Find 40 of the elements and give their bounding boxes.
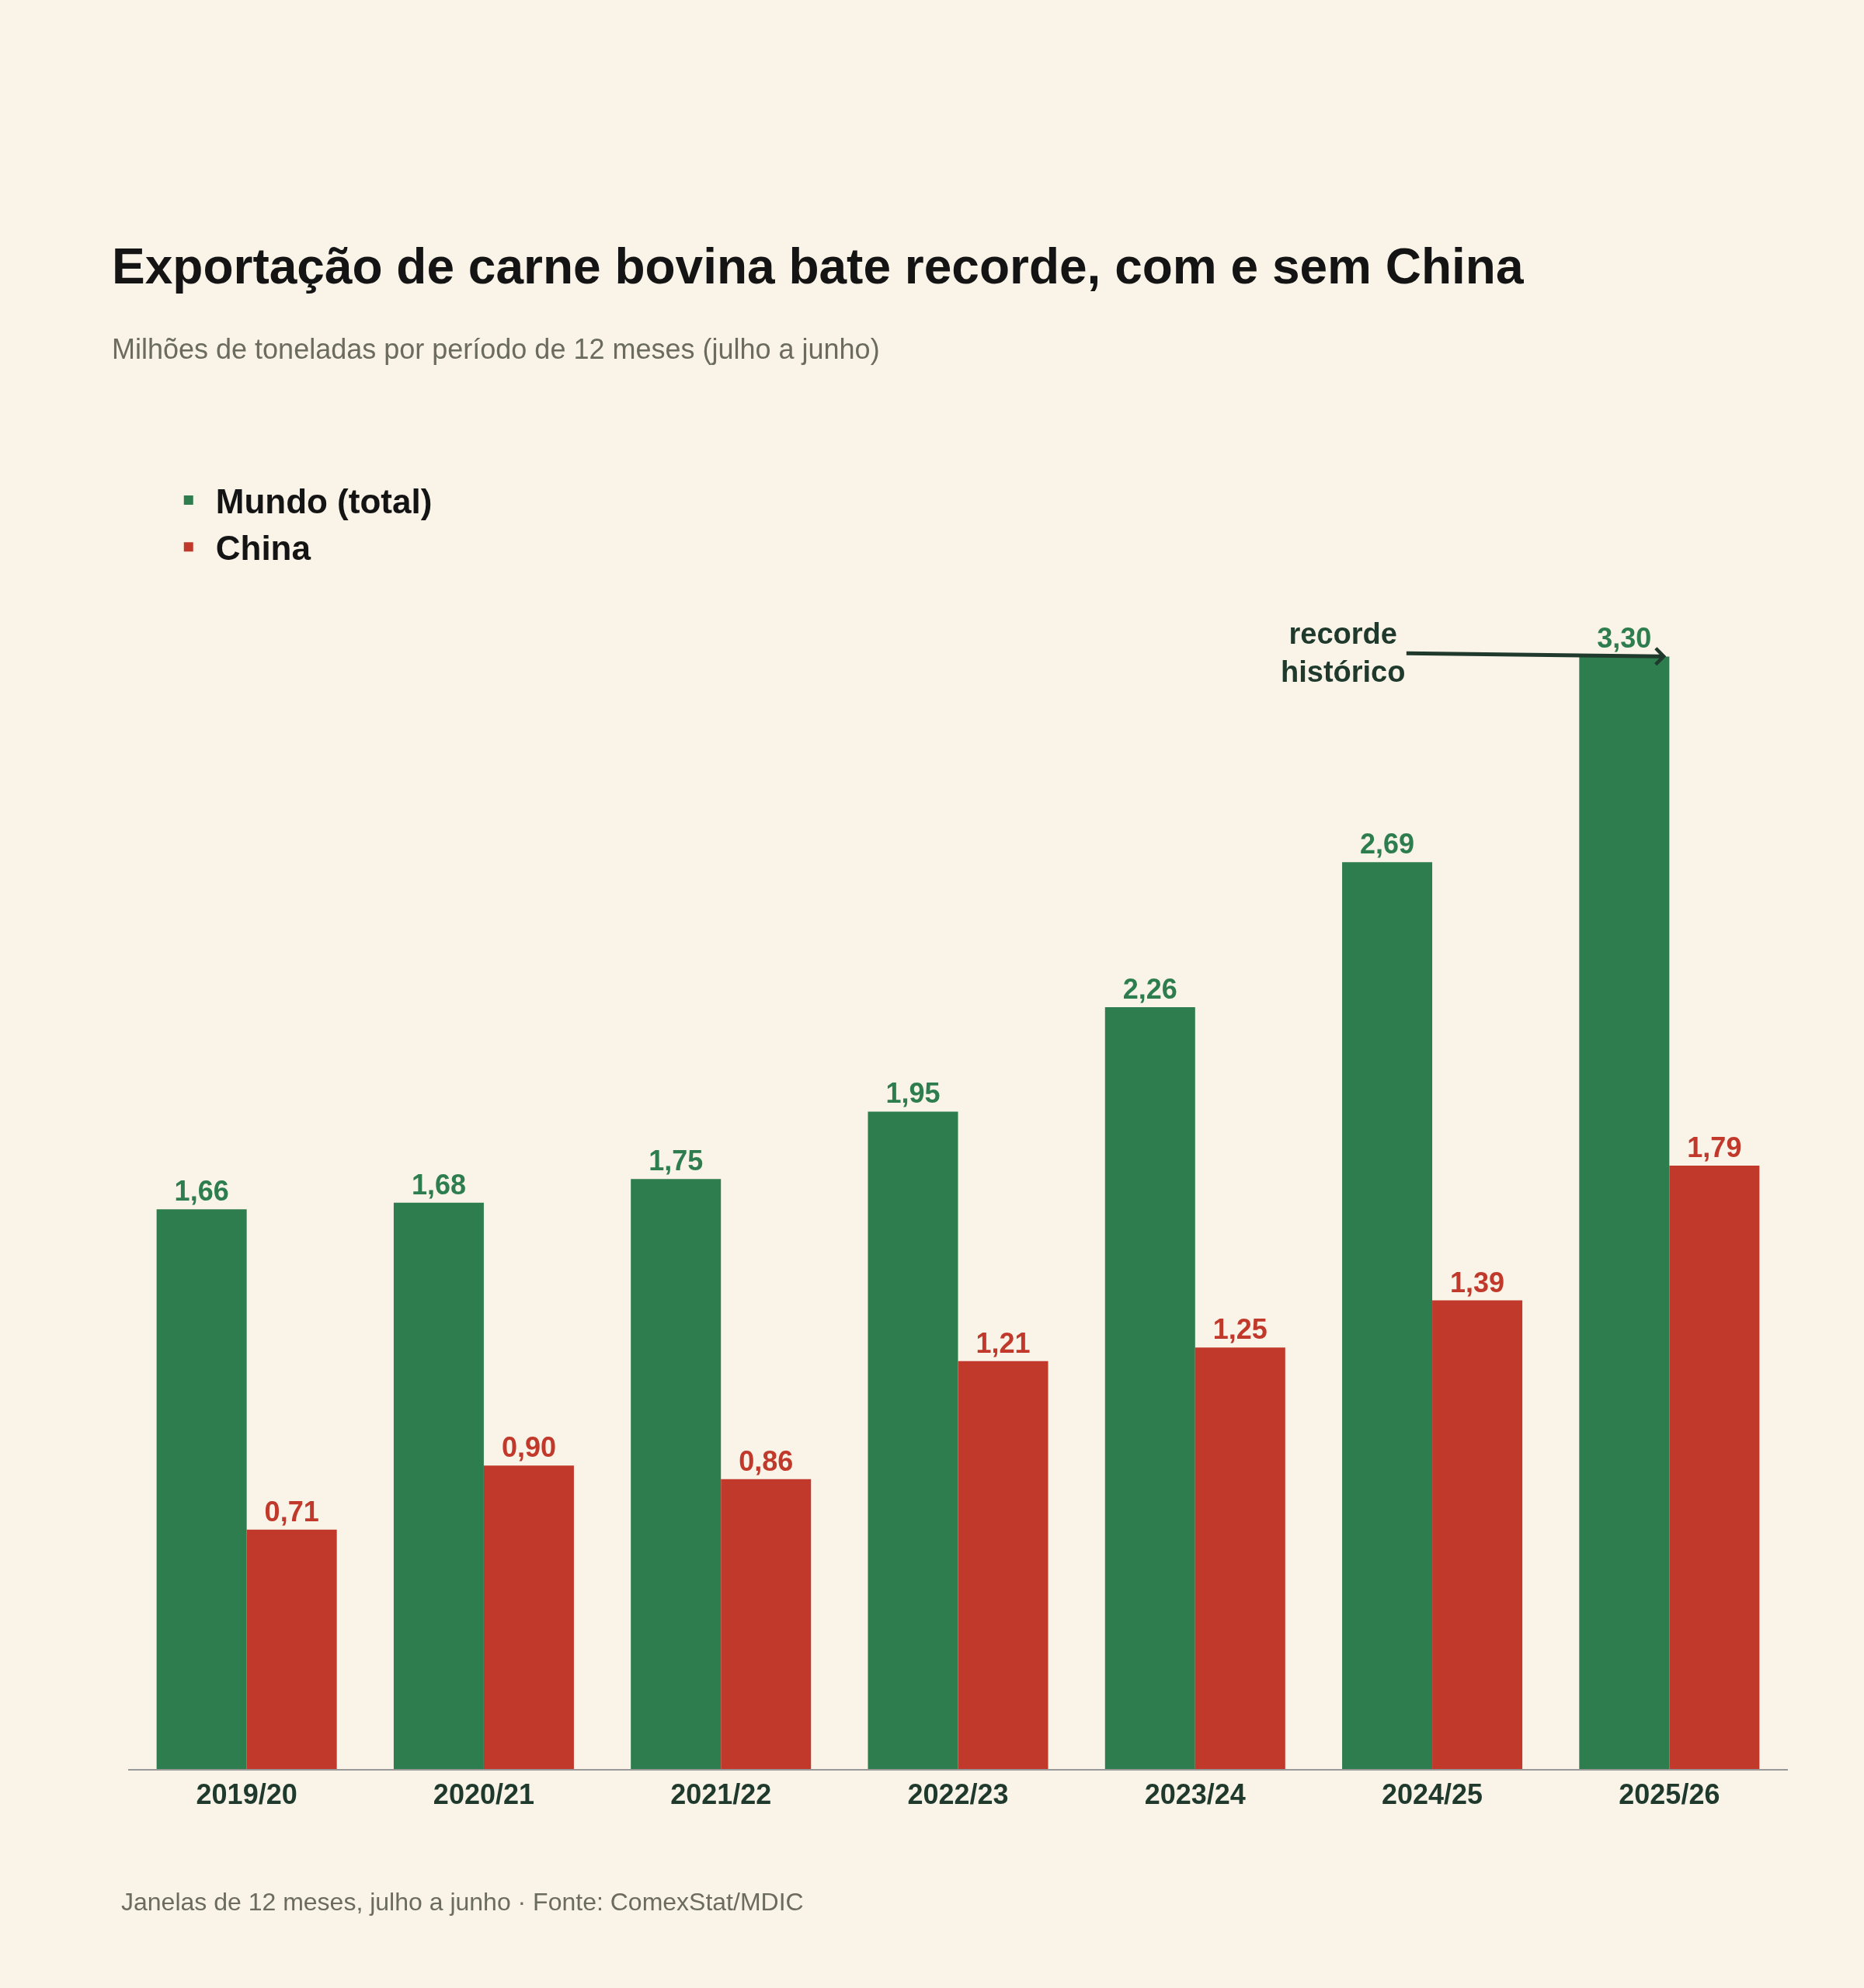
bar — [1342, 862, 1433, 1769]
bar — [483, 1465, 574, 1769]
bar — [1432, 1300, 1523, 1769]
annotation: recorde histórico — [1281, 617, 1406, 689]
data-label: 1,95 — [885, 1077, 941, 1110]
data-label: 2,26 — [1122, 972, 1177, 1005]
bar — [868, 1111, 958, 1769]
bar — [1104, 1006, 1195, 1769]
chart-subtitle: Milhões de toneladas por período de 12 meses (julho a junho) — [112, 332, 880, 365]
data-label: 3,30 — [1597, 622, 1652, 655]
data-label: 1,68 — [411, 1168, 466, 1201]
data-label: 2,69 — [1360, 828, 1415, 860]
bar — [721, 1479, 812, 1769]
bar — [393, 1202, 484, 1769]
x-tick-label: 2019/20 — [196, 1778, 297, 1811]
bar — [1669, 1165, 1760, 1769]
data-label: 1,21 — [975, 1326, 1031, 1359]
x-tick-label: 2025/26 — [1619, 1778, 1720, 1811]
data-label: 1,39 — [1450, 1266, 1505, 1298]
legend-label: China — [215, 529, 311, 568]
x-tick-label: 2023/24 — [1144, 1778, 1246, 1811]
chart-title: Exportação de carne bovina bate recorde, com e sem China — [112, 238, 1524, 294]
bar — [156, 1209, 247, 1769]
bar — [631, 1179, 722, 1769]
bar — [1195, 1347, 1285, 1769]
data-label: 1,75 — [649, 1145, 704, 1177]
data-label: 0,90 — [501, 1431, 556, 1464]
text: Janelas de 12 meses, julho a junho · Fonte: ComexStat/MDIC — [121, 1888, 804, 1916]
data-label: 1,25 — [1212, 1313, 1268, 1346]
data-label: 0,86 — [739, 1444, 794, 1477]
data-label: 0,71 — [264, 1495, 319, 1527]
data-label: 1,66 — [174, 1175, 229, 1208]
bar — [958, 1361, 1048, 1769]
legend-label: Mundo (total) — [215, 482, 433, 521]
bar — [246, 1529, 337, 1769]
x-tick-label: 2020/21 — [433, 1778, 534, 1811]
data-label: 1,79 — [1687, 1131, 1742, 1163]
x-tick-label: 2022/23 — [907, 1778, 1009, 1811]
x-tick-label: 2024/25 — [1382, 1778, 1483, 1811]
x-tick-label: 2021/22 — [670, 1778, 772, 1811]
